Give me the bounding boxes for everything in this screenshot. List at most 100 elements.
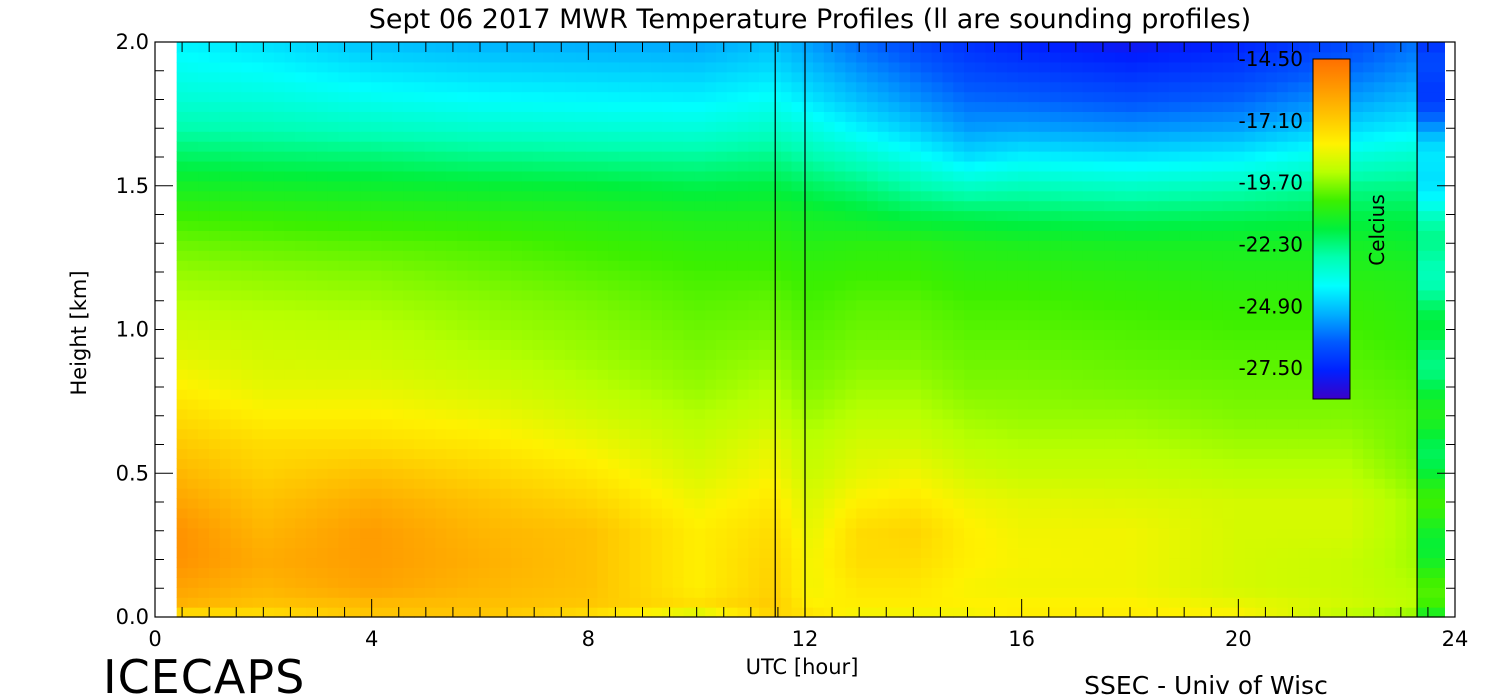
heatmap-cell: [985, 458, 998, 469]
heatmap-cell: [899, 428, 911, 440]
heatmap-cell: [1071, 438, 1084, 450]
heatmap-cell: [1071, 517, 1084, 529]
heatmap-cell: [1082, 289, 1095, 301]
heatmap-cell: [575, 448, 588, 459]
heatmap-cell: [1039, 488, 1051, 499]
heatmap-cell: [651, 309, 663, 321]
heatmap-cell: [715, 329, 728, 341]
heatmap-cell: [489, 517, 501, 529]
heatmap-cell: [392, 418, 404, 430]
heatmap-cell: [985, 299, 998, 311]
heatmap-cell: [705, 398, 717, 410]
heatmap-cell: [974, 260, 987, 271]
heatmap-cell: [349, 359, 361, 370]
heatmap-cell: [478, 250, 491, 261]
heatmap-cell: [866, 587, 879, 598]
heatmap-cell: [888, 398, 900, 410]
heatmap-cell: [1147, 478, 1159, 489]
heatmap-cell: [187, 587, 199, 598]
heatmap-cell: [1395, 438, 1407, 450]
heatmap-cell: [1104, 587, 1116, 598]
heatmap-cell: [931, 319, 944, 331]
heatmap-cell: [1287, 398, 1300, 410]
heatmap-cell: [834, 270, 847, 281]
heatmap-cell: [1017, 369, 1030, 380]
heatmap-cell: [198, 240, 210, 251]
heatmap-cell: [662, 547, 674, 559]
heatmap-cell: [672, 547, 685, 559]
heatmap-cell: [1158, 517, 1170, 529]
heatmap-cell: [618, 230, 631, 241]
heatmap-cell: [1384, 379, 1397, 390]
heatmap-cell: [759, 289, 771, 301]
heatmap-cell: [1384, 210, 1397, 222]
heatmap-cell: [985, 240, 998, 251]
heatmap-cell: [306, 537, 318, 549]
heatmap-cell: [316, 319, 329, 331]
heatmap-cell: [953, 230, 965, 241]
heatmap-cell: [1125, 448, 1138, 459]
heatmap-cell: [1255, 408, 1267, 420]
heatmap-cell: [1136, 448, 1149, 459]
heatmap-cell: [748, 299, 760, 311]
heatmap-cell: [575, 190, 588, 202]
heatmap-cell: [381, 369, 393, 380]
heatmap-cell: [1017, 388, 1030, 400]
heatmap-cell: [877, 309, 890, 321]
heatmap-cell: [1320, 507, 1332, 519]
heatmap-cell: [629, 468, 642, 479]
heatmap-cell: [964, 309, 976, 321]
heatmap-cell: [1201, 408, 1213, 420]
heatmap-cell: [176, 220, 189, 231]
heatmap-cell: [910, 567, 922, 578]
heatmap-cell: [985, 478, 998, 489]
heatmap-cell: [1309, 478, 1321, 489]
heatmap-cell: [802, 289, 814, 301]
heatmap-cell: [964, 567, 976, 578]
heatmap-cell: [683, 498, 696, 509]
heatmap-cell: [554, 507, 566, 519]
heatmap-cell: [1255, 250, 1267, 261]
heatmap-cell: [219, 339, 232, 350]
heatmap-cell: [381, 309, 393, 321]
heatmap-cell: [629, 537, 642, 549]
heatmap-cell: [1082, 458, 1095, 469]
heatmap-cell: [1330, 557, 1343, 569]
heatmap-cell: [1017, 587, 1030, 598]
heatmap-cell: [1363, 388, 1375, 400]
heatmap-cell: [694, 329, 706, 341]
heatmap-cell: [1039, 210, 1051, 222]
heatmap-cell: [1363, 488, 1375, 499]
heatmap-cell: [284, 517, 296, 529]
heatmap-cell: [888, 349, 900, 360]
heatmap-cell: [974, 398, 987, 410]
heatmap-cell: [888, 190, 900, 202]
heatmap-cell: [1363, 517, 1375, 529]
heatmap-cell: [1007, 240, 1019, 251]
heatmap-cell: [1201, 260, 1213, 271]
heatmap-cell: [964, 299, 976, 311]
heatmap-cell: [338, 230, 350, 241]
heatmap-cell: [618, 408, 631, 420]
heatmap-cell: [198, 230, 210, 241]
heatmap-cell: [1320, 468, 1332, 479]
heatmap-cell: [866, 210, 879, 222]
heatmap-cell: [748, 398, 760, 410]
heatmap-cell: [974, 230, 987, 241]
heatmap-cell: [715, 537, 728, 549]
heatmap-cell: [737, 527, 749, 539]
heatmap-cell: [521, 270, 534, 281]
heatmap-cell: [1266, 448, 1278, 459]
heatmap-cell: [985, 597, 998, 608]
heatmap-cell: [327, 527, 340, 539]
heatmap-cell: [564, 547, 577, 559]
heatmap-cell: [640, 557, 652, 569]
heatmap-cell: [467, 607, 480, 618]
heatmap-cell: [1169, 587, 1181, 598]
heatmap-cell: [521, 498, 534, 509]
heatmap-cell: [888, 557, 900, 569]
heatmap-cell: [511, 448, 523, 459]
heatmap-cell: [726, 309, 739, 321]
heatmap-cell: [1147, 220, 1159, 231]
heatmap-cell: [209, 607, 221, 618]
